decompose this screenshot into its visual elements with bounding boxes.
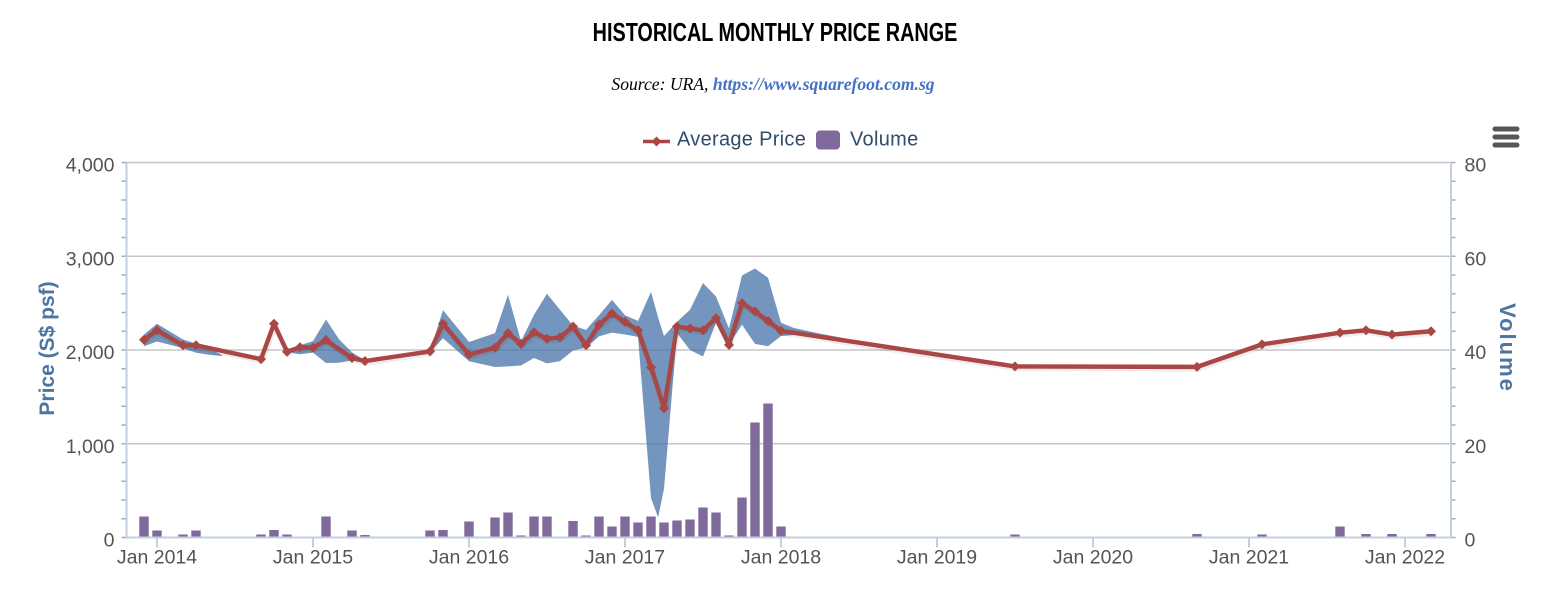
svg-text:60: 60 <box>1465 248 1487 270</box>
svg-text:20: 20 <box>1465 436 1487 458</box>
svg-text:40: 40 <box>1465 342 1487 364</box>
svg-text:80: 80 <box>1465 155 1487 177</box>
svg-text:Jan 2015: Jan 2015 <box>273 546 353 568</box>
svg-text:Jan 2020: Jan 2020 <box>1053 546 1133 568</box>
svg-text:Jan 2016: Jan 2016 <box>429 546 509 568</box>
svg-text:0: 0 <box>104 530 115 552</box>
svg-text:Source: URA, https://www.squar: Source: URA, https://www.squarefoot.com.… <box>611 74 934 94</box>
svg-text:Jan 2017: Jan 2017 <box>585 546 665 568</box>
svg-text:0: 0 <box>1465 530 1476 552</box>
svg-text:Jan 2022: Jan 2022 <box>1365 546 1445 568</box>
svg-text:1,000: 1,000 <box>66 436 115 458</box>
svg-text:Jan 2014: Jan 2014 <box>117 546 197 568</box>
svg-text:Volume: Volume <box>850 129 919 151</box>
svg-text:4,000: 4,000 <box>66 155 115 177</box>
svg-text:HISTORICAL MONTHLY PRICE RANGE: HISTORICAL MONTHLY PRICE RANGE <box>593 18 958 47</box>
svg-text:Jan 2018: Jan 2018 <box>741 546 821 568</box>
svg-text:Volume: Volume <box>1495 303 1520 393</box>
svg-text:Price (S$ psf): Price (S$ psf) <box>36 281 59 415</box>
svg-text:2,000: 2,000 <box>66 342 115 364</box>
svg-text:Jan 2019: Jan 2019 <box>897 546 977 568</box>
svg-text:Jan 2021: Jan 2021 <box>1209 546 1289 568</box>
svg-text:3,000: 3,000 <box>66 248 115 270</box>
svg-text:Average Price: Average Price <box>677 129 806 151</box>
